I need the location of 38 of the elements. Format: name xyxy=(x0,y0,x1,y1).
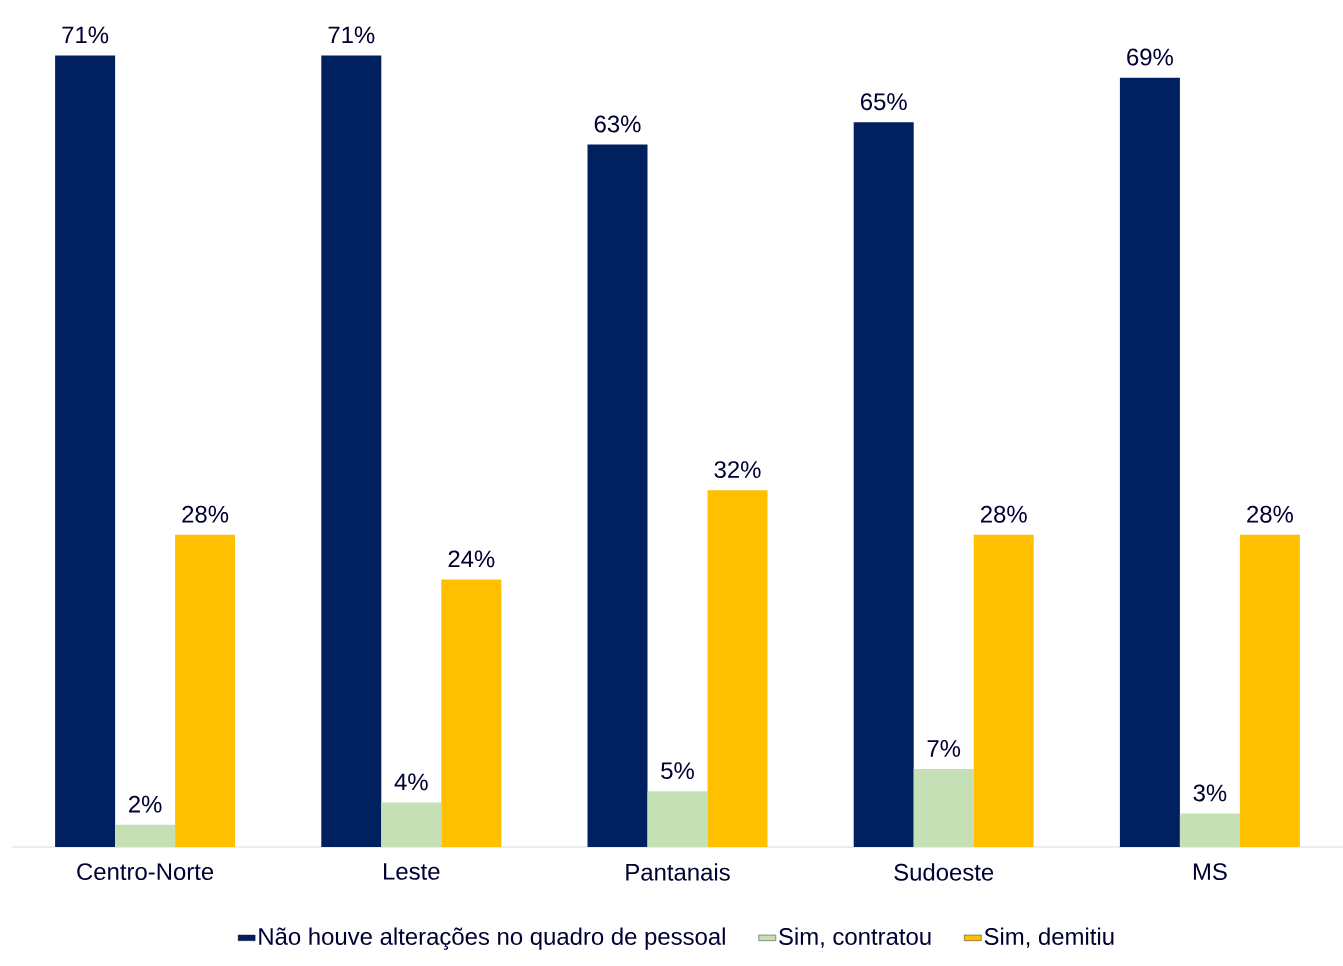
bar xyxy=(707,490,768,847)
bar xyxy=(1179,813,1240,847)
legend-label: Não houve alterações no quadro de pessoal xyxy=(259,927,725,950)
x-tick-label: Leste xyxy=(384,863,440,880)
data-label: 3% xyxy=(1193,784,1227,802)
data-label: 7% xyxy=(927,740,961,757)
bar xyxy=(321,55,382,847)
data-label: 69% xyxy=(1127,48,1173,66)
data-label: 32% xyxy=(714,461,761,479)
bar xyxy=(441,579,502,847)
data-label: 4% xyxy=(394,773,428,791)
bar xyxy=(175,534,236,847)
data-label: 28% xyxy=(980,505,1027,523)
bar xyxy=(647,791,708,847)
bar xyxy=(1119,77,1180,847)
data-label: 28% xyxy=(1247,505,1293,523)
data-label: 65% xyxy=(861,93,907,111)
x-tick-label: Centro-Norte xyxy=(77,863,214,881)
data-label: 63% xyxy=(594,115,641,133)
legend-label: Sim, contratou xyxy=(779,927,931,948)
x-tick-label: Sudoeste xyxy=(894,863,994,881)
bar xyxy=(587,144,648,847)
data-label: 2% xyxy=(129,795,162,813)
x-tick-label: Pantanais xyxy=(626,863,730,881)
data-label: 5% xyxy=(661,762,694,780)
data-label: 28% xyxy=(182,505,229,523)
legend-label: Sim, demitiu xyxy=(984,927,1114,948)
x-tick-label: MS xyxy=(1193,863,1227,881)
bar xyxy=(115,824,176,847)
data-label: 24% xyxy=(448,550,495,568)
data-label: 71% xyxy=(62,26,109,44)
bar xyxy=(55,55,116,847)
bar xyxy=(1239,534,1300,847)
bar xyxy=(973,534,1034,847)
data-label: 71% xyxy=(328,26,375,44)
bar xyxy=(381,802,442,847)
bar xyxy=(913,768,974,847)
bar xyxy=(853,122,914,847)
